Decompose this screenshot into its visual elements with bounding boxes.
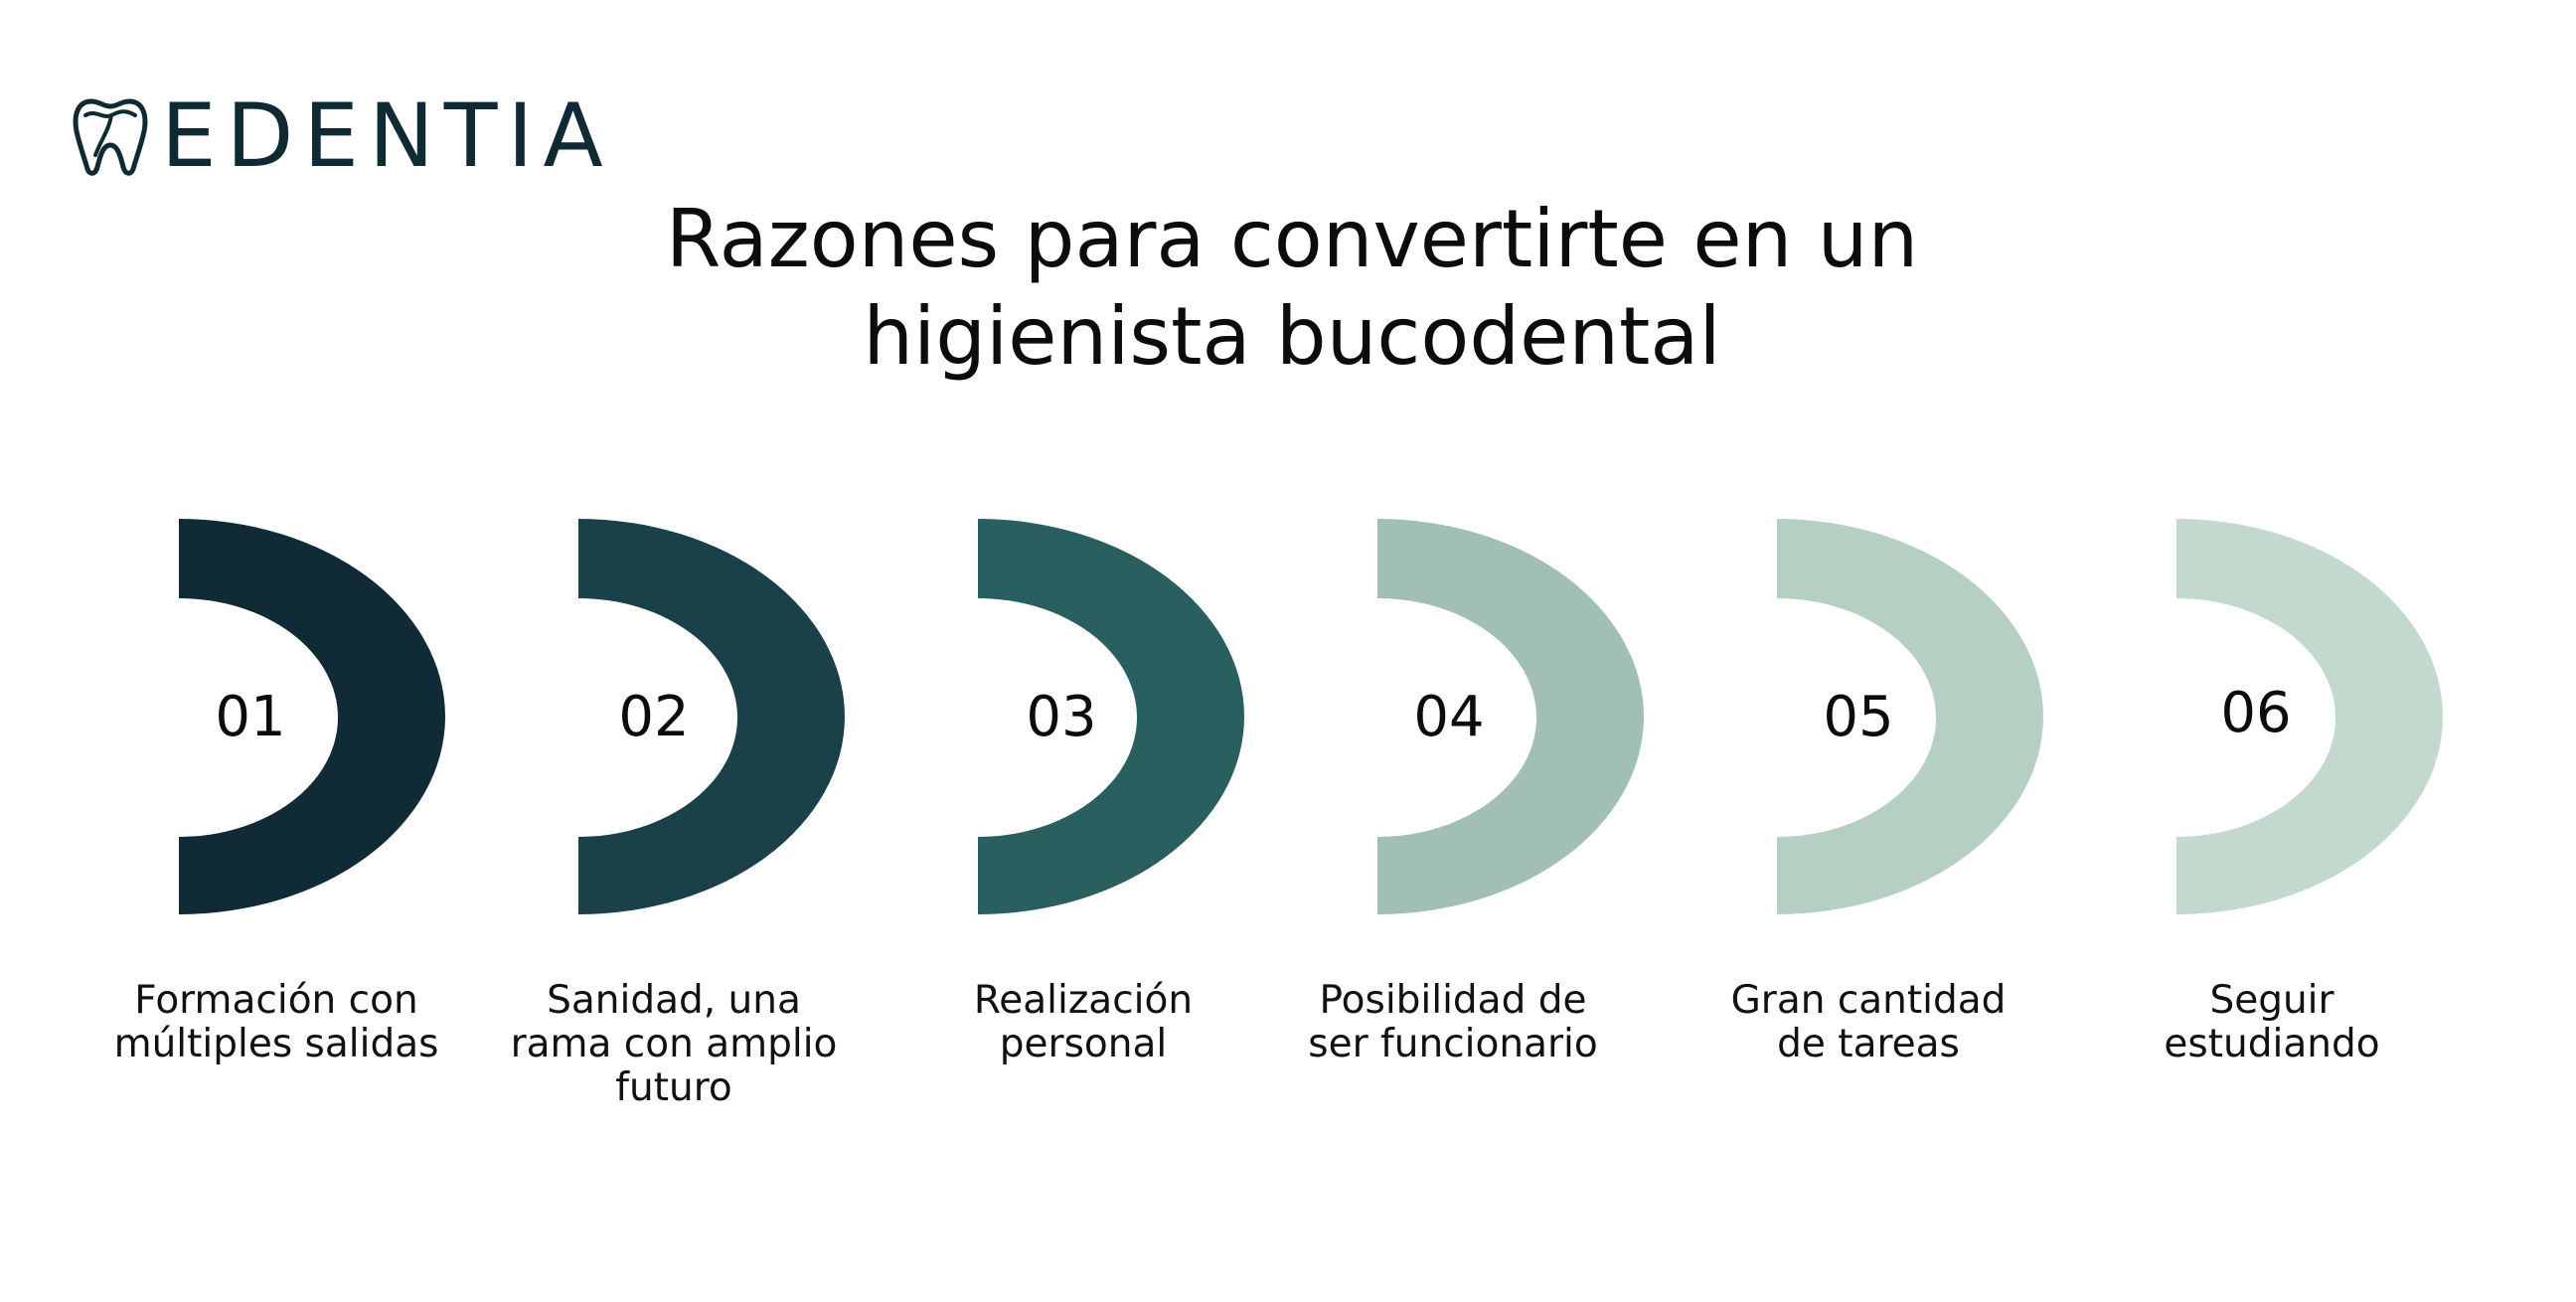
reason-caption-line: ser funcionario: [1308, 1022, 1598, 1066]
reason-number: 02: [618, 685, 690, 749]
reason-caption: Posibilidad de ser funcionario: [1254, 979, 1652, 1066]
reason-caption-line: Sanidad, una: [547, 978, 801, 1023]
reason-caption-line: personal: [999, 1022, 1168, 1066]
page-title: Razones para convertirte en un higienist…: [497, 191, 2087, 386]
brand-name: EDENTIA: [161, 84, 613, 187]
reason-caption: Sanidad, una rama con amplio futuro: [475, 979, 873, 1110]
reason-caption: Realización personal: [885, 979, 1282, 1066]
half-ring-shape: [2176, 519, 2443, 914]
reason-number: 06: [2220, 681, 2292, 745]
tooth-icon: [73, 98, 148, 176]
half-ring-shape: [978, 519, 1244, 914]
reason-caption-line: Formación con: [134, 978, 418, 1023]
reason-caption: Seguir estudiando: [2073, 979, 2471, 1066]
reason-caption-line: Seguir: [2209, 978, 2334, 1023]
half-ring-shape: [1377, 519, 1644, 914]
reason-caption-line: de tareas: [1777, 1022, 1960, 1066]
title-line-1: Razones para convertirte en un: [665, 193, 1919, 285]
reason-caption-line: Realización: [973, 978, 1194, 1023]
reason-number: 05: [1823, 685, 1894, 749]
reason-caption: Gran cantidad de tareas: [1670, 979, 2067, 1066]
reason-caption-line: Gran cantidad: [1730, 978, 2007, 1023]
half-ring-shape: [1777, 519, 2043, 914]
half-ring-fill: [978, 519, 1244, 914]
half-ring-fill: [179, 519, 445, 914]
reason-number: 04: [1413, 685, 1485, 749]
half-ring-fill: [1777, 519, 2043, 914]
reason-number: 03: [1026, 685, 1097, 749]
half-ring-shape: [179, 519, 445, 914]
half-ring-fill: [1377, 519, 1644, 914]
reason-caption-line: Posibilidad de: [1319, 978, 1587, 1023]
reason-caption-line: estudiando: [2164, 1022, 2380, 1066]
half-ring-fill: [2176, 519, 2443, 914]
half-ring-shape: [578, 519, 845, 914]
reason-caption-line: rama con amplio: [510, 1022, 838, 1066]
reason-caption-line: múltiples salidas: [113, 1022, 439, 1066]
reason-number: 01: [215, 685, 286, 749]
reason-caption-line: futuro: [615, 1065, 732, 1110]
brand-logo: EDENTIA: [72, 91, 613, 181]
half-ring-fill: [578, 519, 845, 914]
title-line-2: higienista bucodental: [863, 290, 1721, 383]
reason-caption: Formación con múltiples salidas: [78, 979, 475, 1066]
